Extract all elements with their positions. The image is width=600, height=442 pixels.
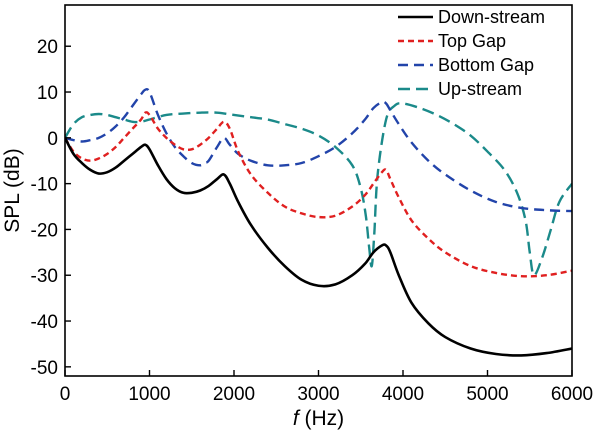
x-axis-label: f (Hz)	[293, 407, 344, 430]
x-tick-label: 4000	[382, 384, 424, 405]
series-line-top-gap	[65, 111, 572, 278]
y-axis-label: SPL (dB)	[1, 148, 24, 232]
legend-label-top-gap: Top Gap	[438, 31, 506, 51]
series-layer	[65, 87, 572, 357]
y-tick-label: -40	[31, 312, 58, 333]
x-tick-label: 3000	[297, 384, 339, 405]
legend-label-down-stream: Down-stream	[438, 7, 545, 27]
legend-label-up-stream: Up-stream	[438, 79, 522, 99]
y-tick-label: 20	[37, 37, 58, 58]
x-tick-label: 1000	[128, 384, 170, 405]
x-tick-label: 6000	[551, 384, 593, 405]
y-tick-label: -30	[31, 266, 58, 287]
legend: Down-stream Top Gap Bottom Gap Up-stream	[398, 7, 545, 99]
ticks-layer: 0 1000 2000 3000 4000 5000 6000 20 10 0 -10 -20 -30 -…	[31, 37, 594, 405]
y-tick-label: 10	[37, 83, 58, 104]
x-tick-label: 0	[60, 384, 71, 405]
series-line-bottom-gap	[65, 87, 572, 213]
y-tick-label: -10	[31, 175, 58, 196]
legend-label-bottom-gap: Bottom Gap	[438, 55, 534, 75]
x-tick-label: 2000	[213, 384, 255, 405]
y-tick-label: 0	[47, 129, 58, 150]
x-axis-label-symbol: f	[293, 407, 301, 430]
x-tick-label: 5000	[466, 384, 508, 405]
series-line-up-stream	[65, 102, 572, 277]
series-line-down-stream	[65, 137, 572, 357]
x-axis-label-unit: (Hz)	[305, 407, 345, 430]
y-tick-label: -20	[31, 220, 58, 241]
y-tick-label: -50	[31, 358, 58, 379]
